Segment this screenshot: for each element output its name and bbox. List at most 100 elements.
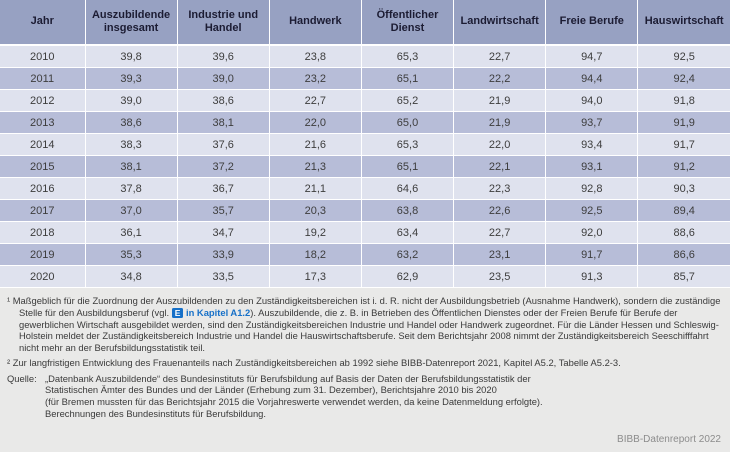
value-cell: 88,6 <box>637 221 730 244</box>
column-header-jahr: Jahr <box>0 0 86 46</box>
column-header-handwerk: Handwerk <box>269 0 362 46</box>
value-cell: 65,3 <box>361 45 455 68</box>
table-row-2011: 2011 39,3 39,0 23,2 65,1 22,2 94,4 92,4 <box>0 67 730 90</box>
year-cell: 2016 <box>0 177 86 200</box>
value-cell: 22,2 <box>453 67 547 90</box>
footnote-1: ¹ Maßgeblich für die Zuordnung der Auszu… <box>7 295 722 354</box>
value-cell: 21,1 <box>269 177 362 200</box>
value-cell: 94,0 <box>545 89 639 112</box>
table-row-2014: 2014 38,3 37,6 21,6 65,3 22,0 93,4 91,7 <box>0 133 730 156</box>
value-cell: 34,7 <box>177 221 270 244</box>
table-row-2017: 2017 37,0 35,7 20,3 63,8 22,6 92,5 89,4 <box>0 199 730 222</box>
value-cell: 92,5 <box>637 45 730 68</box>
value-cell: 37,0 <box>85 199 178 222</box>
column-header-freie-berufe: Freie Berufe <box>545 0 639 46</box>
value-cell: 92,0 <box>545 221 639 244</box>
value-cell: 37,6 <box>177 133 270 156</box>
footnote-2: ² Zur langfristigen Entwicklung des Frau… <box>7 356 621 368</box>
kapitel-e-badge[interactable]: E <box>171 307 184 319</box>
source-line: „Datenbank Auszubildende“ des Bundesinst… <box>45 372 531 384</box>
value-cell: 91,7 <box>637 133 730 156</box>
value-cell: 89,4 <box>637 199 730 222</box>
footnote-1-text-cont: ). Auszubildende, die z. B. in Betrieben… <box>19 306 719 353</box>
column-header-hauswirtschaft: Hauswirtschaft <box>637 0 730 46</box>
year-cell: 2019 <box>0 243 86 266</box>
value-cell: 65,1 <box>361 67 455 90</box>
value-cell: 21,6 <box>269 133 362 156</box>
table-row-2016: 2016 37,8 36,7 21,1 64,6 22,3 92,8 90,3 <box>0 177 730 200</box>
footnote-area: ¹ Maßgeblich für die Zuordnung der Auszu… <box>0 288 730 452</box>
value-cell: 63,4 <box>361 221 455 244</box>
value-cell: 22,7 <box>453 45 547 68</box>
value-cell: 37,8 <box>85 177 178 200</box>
source-label: Quelle: <box>7 372 37 384</box>
table-header-row: Jahr Auszubildende insgesamt Industrie und… <box>0 0 730 46</box>
value-cell: 22,1 <box>453 155 547 178</box>
value-cell: 38,6 <box>85 111 178 134</box>
value-cell: 33,5 <box>177 265 270 288</box>
year-cell: 2013 <box>0 111 86 134</box>
table-row-2020: 2020 34,8 33,5 17,3 62,9 23,5 91,3 85,7 <box>0 265 730 288</box>
value-cell: 39,8 <box>85 45 178 68</box>
column-header-auszubildende-insgesamt: Auszubildende insgesamt <box>85 0 178 46</box>
value-cell: 22,7 <box>269 89 362 112</box>
column-header-landwirtschaft: Landwirtschaft <box>453 0 547 46</box>
value-cell: 33,9 <box>177 243 270 266</box>
value-cell: 92,5 <box>545 199 639 222</box>
column-header-industrie-und-handel: Industrie und Handel <box>177 0 270 46</box>
value-cell: 39,6 <box>177 45 270 68</box>
value-cell: 22,0 <box>453 133 547 156</box>
kapitel-link[interactable]: in Kapitel A1.2 <box>185 306 251 318</box>
value-cell: 38,6 <box>177 89 270 112</box>
value-cell: 91,2 <box>637 155 730 178</box>
year-cell: 2015 <box>0 155 86 178</box>
value-cell: 65,3 <box>361 133 455 156</box>
year-cell: 2014 <box>0 133 86 156</box>
value-cell: 92,4 <box>637 67 730 90</box>
value-cell: 22,3 <box>453 177 547 200</box>
value-cell: 38,3 <box>85 133 178 156</box>
year-cell: 2020 <box>0 265 86 288</box>
value-cell: 65,2 <box>361 89 455 112</box>
value-cell: 35,7 <box>177 199 270 222</box>
value-cell: 91,8 <box>637 89 730 112</box>
value-cell: 21,9 <box>453 89 547 112</box>
year-cell: 2018 <box>0 221 86 244</box>
year-cell: 2010 <box>0 45 86 68</box>
year-cell: 2011 <box>0 67 86 90</box>
value-cell: 62,9 <box>361 265 455 288</box>
value-cell: 65,1 <box>361 155 455 178</box>
report-credit: BIBB-Datenreport 2022 <box>617 433 721 445</box>
table-row-2015: 2015 38,1 37,2 21,3 65,1 22,1 93,1 91,2 <box>0 155 730 178</box>
table-row-2013: 2013 38,6 38,1 22,0 65,0 21,9 93,7 91,9 <box>0 111 730 134</box>
source-block: Quelle: „Datenbank Auszubildende“ des Bu… <box>7 373 722 420</box>
footnote-1-text: ¹ Maßgeblich für die Zuordnung der Auszu… <box>7 295 721 318</box>
year-cell: 2017 <box>0 199 86 222</box>
value-cell: 22,6 <box>453 199 547 222</box>
value-cell: 23,5 <box>453 265 547 288</box>
value-cell: 91,9 <box>637 111 730 134</box>
value-cell: 39,0 <box>85 89 178 112</box>
value-cell: 38,1 <box>177 111 270 134</box>
value-cell: 37,2 <box>177 155 270 178</box>
source-line: (für Bremen mussten für das Berichtsjahr… <box>45 396 543 407</box>
source-lines: „Datenbank Auszubildende“ des Bundesinst… <box>45 373 543 420</box>
value-cell: 93,1 <box>545 155 639 178</box>
frauenanteil-table: Jahr Auszubildende insgesamt Industrie und… <box>0 0 730 288</box>
value-cell: 20,3 <box>269 199 362 222</box>
value-cell: 36,1 <box>85 221 178 244</box>
value-cell: 86,6 <box>637 243 730 266</box>
value-cell: 21,9 <box>453 111 547 134</box>
value-cell: 18,2 <box>269 243 362 266</box>
value-cell: 34,8 <box>85 265 178 288</box>
value-cell: 63,8 <box>361 199 455 222</box>
value-cell: 91,3 <box>545 265 639 288</box>
table-row-2018: 2018 36,1 34,7 19,2 63,4 22,7 92,0 88,6 <box>0 221 730 244</box>
value-cell: 93,7 <box>545 111 639 134</box>
value-cell: 93,4 <box>545 133 639 156</box>
value-cell: 21,3 <box>269 155 362 178</box>
value-cell: 85,7 <box>637 265 730 288</box>
source-line: Berechnungen des Bundesinstituts für Ber… <box>45 407 266 419</box>
value-cell: 36,7 <box>177 177 270 200</box>
